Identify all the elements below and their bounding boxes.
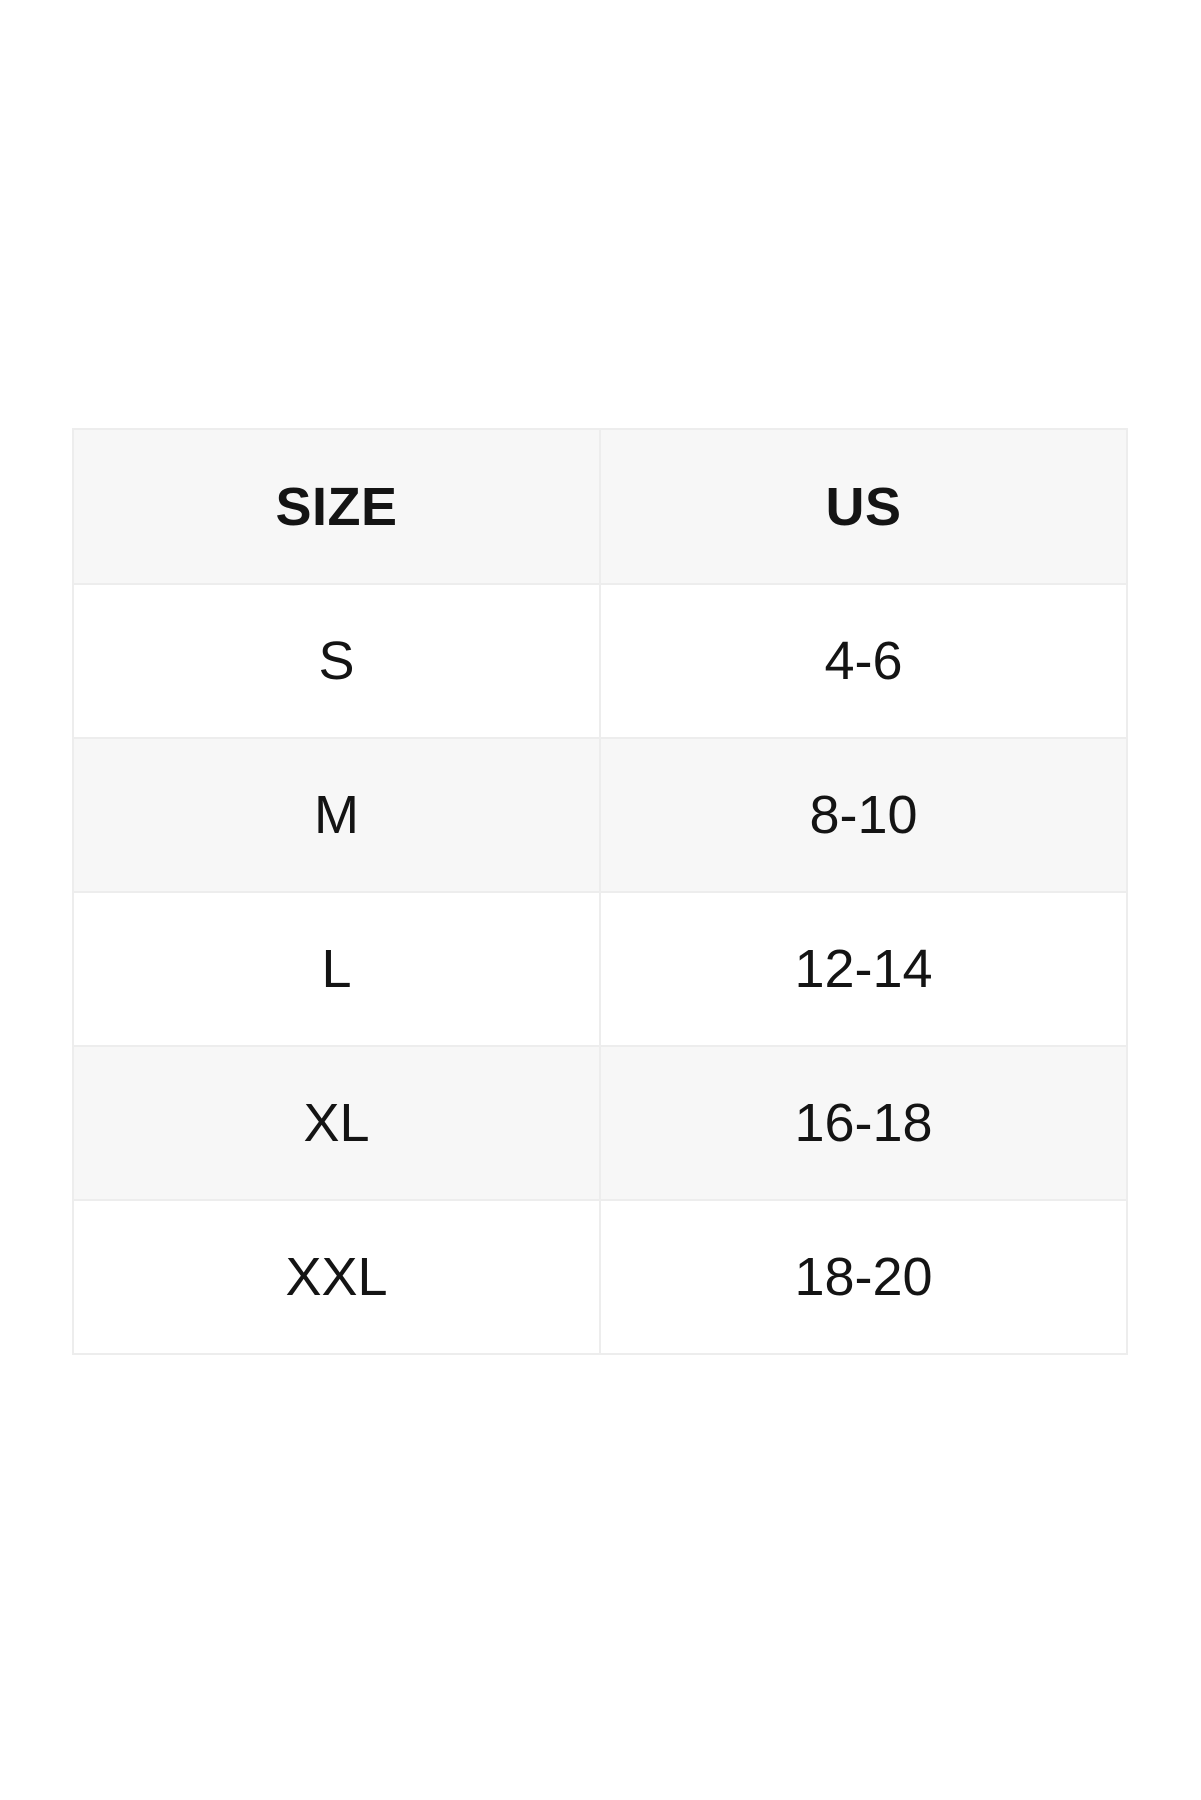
table-row: S 4-6 (72, 583, 1128, 739)
us-value-cell: 4-6 (599, 583, 1128, 739)
table-row: M 8-10 (72, 737, 1128, 893)
size-cell: XL (72, 1045, 601, 1201)
us-value-cell: 16-18 (599, 1045, 1128, 1201)
column-header-size: SIZE (72, 428, 601, 585)
size-cell: S (72, 583, 601, 739)
us-value-cell: 8-10 (599, 737, 1128, 893)
size-cell: M (72, 737, 601, 893)
table-row: L 12-14 (72, 891, 1128, 1047)
table-row: XL 16-18 (72, 1045, 1128, 1201)
size-cell: L (72, 891, 601, 1047)
table-row: XXL 18-20 (72, 1199, 1128, 1355)
column-header-us: US (599, 428, 1128, 585)
us-value-cell: 12-14 (599, 891, 1128, 1047)
size-chart-table: SIZE US S 4-6 M 8-10 L 12-14 XL 16-18 XX… (72, 428, 1128, 1355)
us-value-cell: 18-20 (599, 1199, 1128, 1355)
size-cell: XXL (72, 1199, 601, 1355)
size-chart-header-row: SIZE US (72, 428, 1128, 585)
